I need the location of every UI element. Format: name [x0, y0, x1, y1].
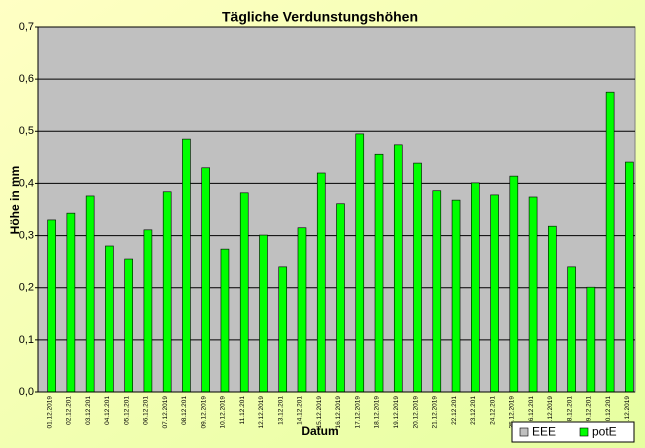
bar — [413, 162, 422, 393]
legend-swatch — [579, 427, 589, 437]
x-tick-label: 03.12.201 — [85, 396, 92, 425]
bar — [220, 248, 230, 393]
x-tick-label: 30.12.201 — [605, 396, 612, 425]
x-tick-label: 12.12.2019 — [258, 396, 265, 429]
x-tick-label: 16.12.2019 — [335, 396, 342, 429]
bar — [625, 161, 634, 393]
y-tick-label: 0,7 — [19, 21, 34, 33]
y-tick-label: 0,0 — [19, 386, 34, 398]
x-tick-label: 26.12.201 — [528, 396, 535, 425]
bar — [162, 191, 172, 393]
legend-label: EEE — [532, 425, 556, 439]
y-tick-label: 0,1 — [19, 334, 34, 346]
bar — [278, 266, 288, 393]
x-tick-label: 15.12.2019 — [316, 396, 323, 429]
bar — [374, 153, 384, 393]
x-tick-label: 05.12.201 — [123, 396, 130, 425]
y-tick-label: 0,6 — [19, 73, 34, 85]
bar — [143, 229, 153, 393]
x-tick-label: 14.12.201 — [297, 396, 304, 425]
bar — [259, 234, 268, 393]
y-axis-label: Höhe in mm — [8, 166, 22, 235]
bar — [201, 167, 210, 393]
bar — [105, 245, 114, 393]
bar — [47, 219, 56, 393]
bar — [451, 199, 461, 393]
x-tick-label: 08.12.201 — [181, 396, 188, 425]
x-tick-label: 25.12.2019 — [509, 396, 516, 429]
x-tick-label: 20.12.2019 — [412, 396, 419, 429]
x-axis-label: Datum — [301, 424, 338, 438]
x-tick-label: 31.12.2019 — [624, 396, 631, 429]
bar — [528, 196, 538, 393]
bar — [336, 203, 345, 393]
legend — [511, 421, 635, 443]
x-tick-label: 19.12.2019 — [393, 396, 400, 429]
bar — [182, 138, 191, 393]
bar — [490, 194, 499, 393]
x-tick-label: 07.12.2019 — [162, 396, 169, 429]
x-tick-label: 06.12.201 — [143, 396, 150, 425]
bar — [239, 192, 249, 393]
bar — [297, 227, 307, 393]
bar — [586, 286, 596, 393]
bar — [66, 212, 76, 393]
x-tick-label: 09.12.2019 — [200, 396, 207, 429]
bar — [471, 182, 480, 393]
x-tick-label: 22.12.201 — [451, 396, 458, 425]
bar — [85, 195, 95, 393]
bar — [355, 133, 365, 393]
y-tick-label: 0,4 — [19, 177, 34, 189]
bar — [393, 144, 403, 393]
x-tick-label: 24.12.201 — [489, 396, 496, 425]
bar — [567, 266, 576, 393]
x-tick-label: 10.12.2019 — [220, 396, 227, 429]
bar — [432, 190, 442, 393]
x-tick-label: 11.12.201 — [239, 396, 246, 425]
x-tick-label: 27.12.2019 — [547, 396, 554, 429]
bar — [509, 175, 519, 393]
bar — [124, 258, 133, 393]
legend-swatch — [519, 427, 529, 437]
y-tick-label: 0,2 — [19, 282, 34, 294]
y-tick-label: 0,3 — [19, 229, 34, 241]
bar — [605, 91, 615, 393]
x-tick-label: 18.12.2019 — [374, 396, 381, 429]
x-tick-label: 23.12.201 — [470, 396, 477, 425]
legend-label: potE — [592, 425, 617, 439]
x-tick-label: 17.12.2019 — [354, 396, 361, 429]
x-tick-label: 21.12.2019 — [432, 396, 439, 429]
x-tick-label: 01.12.2019 — [46, 396, 53, 429]
x-tick-label: 13.12.201 — [277, 396, 284, 425]
chart-title: Tägliche Verdunstungshöhen — [222, 9, 418, 25]
y-tick-label: 0,5 — [19, 125, 34, 137]
x-tick-label: 29.12.201 — [586, 396, 593, 425]
bar — [316, 172, 326, 393]
x-tick-label: 04.12.201 — [104, 396, 111, 425]
x-tick-label: 28.12.201 — [566, 396, 573, 425]
x-tick-label: 02.12.201 — [66, 396, 73, 425]
bar — [548, 225, 557, 393]
